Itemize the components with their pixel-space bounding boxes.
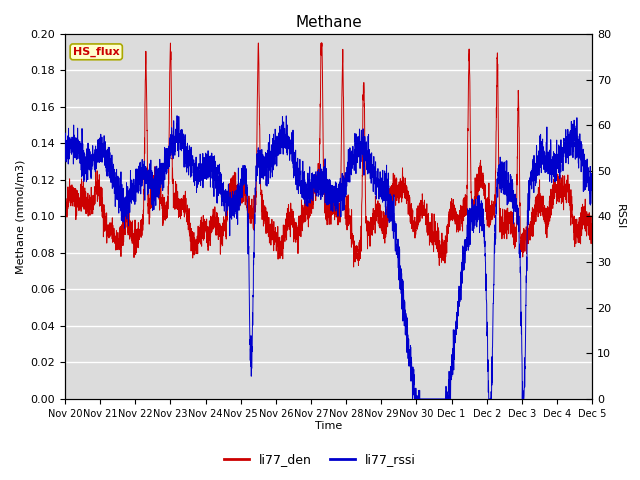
- Legend: li77_den, li77_rssi: li77_den, li77_rssi: [219, 448, 421, 471]
- Title: Methane: Methane: [295, 15, 362, 30]
- Y-axis label: Methane (mmol/m3): Methane (mmol/m3): [15, 159, 25, 274]
- X-axis label: Time: Time: [315, 421, 342, 432]
- Y-axis label: RSSI: RSSI: [615, 204, 625, 229]
- Text: HS_flux: HS_flux: [73, 47, 120, 57]
